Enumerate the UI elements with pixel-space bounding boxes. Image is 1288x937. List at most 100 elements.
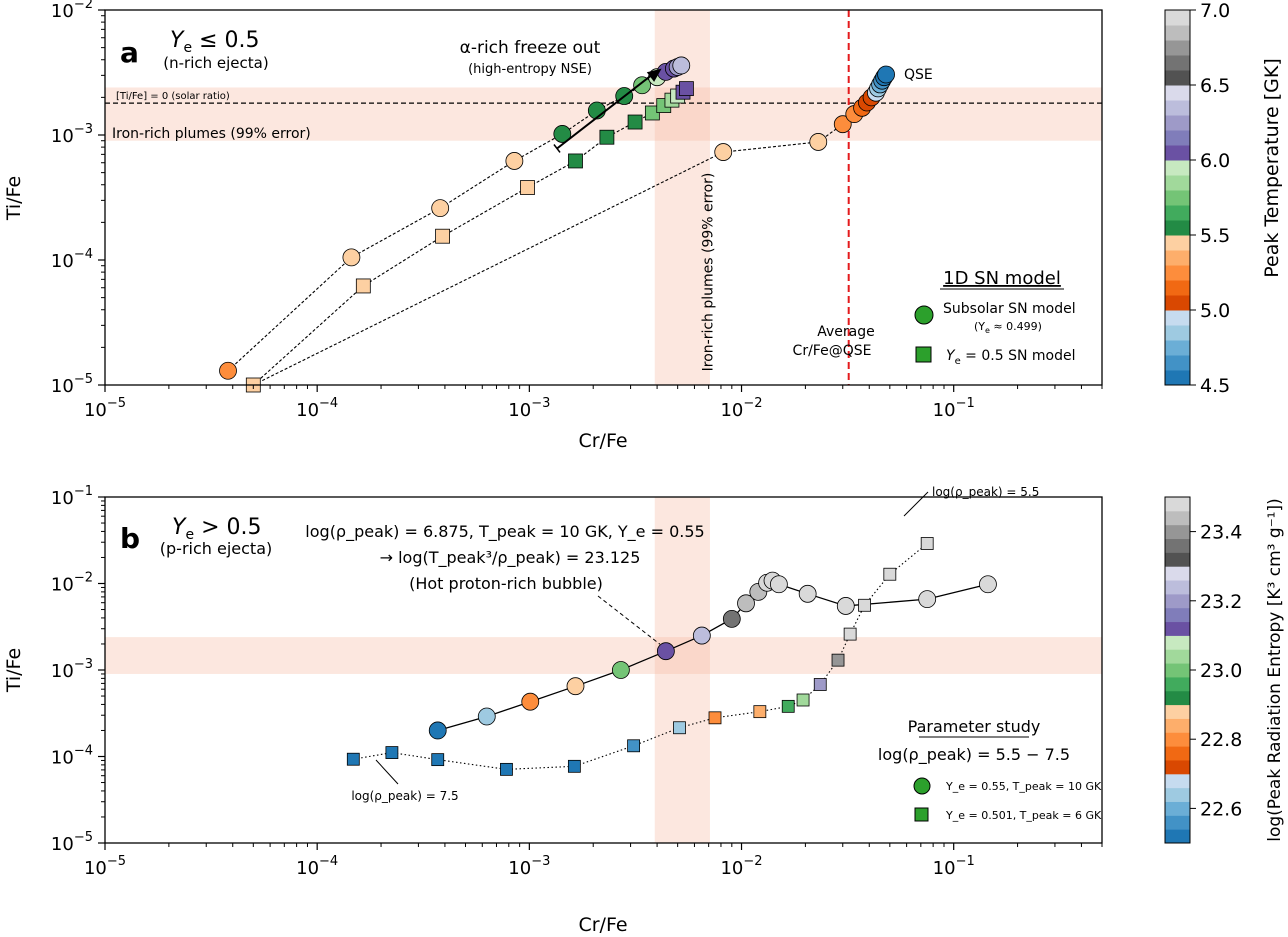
tick-base: 10 [51,376,74,397]
panel-b-colorbar-label: log(Peak Radiation Entropy [K³ cm³ g⁻¹]) [1265,498,1285,842]
colorbar-swatch [1165,340,1190,356]
tick-exp: −2 [74,571,93,586]
data-point-circle [656,642,675,661]
colorbar-swatch [1165,593,1190,609]
tick-exp: −2 [743,854,762,869]
y-tick-label: 10−3 [51,657,93,682]
panel-a-colorbar: 4.5 5.0 5.5 6.0 6.5 7.0 [1164,0,1230,397]
data-point-square [858,598,871,612]
panel-b-annotation-2: → log(T_peak³/ρ_peak) = 23.125 [380,548,641,568]
data-point-square [385,746,399,759]
tick-exp: −5 [74,372,93,387]
colorbar-swatch [1165,787,1190,802]
y-tick-label: 10−5 [51,830,93,855]
panel-b-xlabel: Cr/Fe [578,914,627,936]
data-point-circle [219,361,237,380]
ye-subscript-b: e [185,527,194,543]
data-point-square [708,711,722,725]
panel-a-legend-circle-note: (Ye ≈ 0.499) [974,320,1042,335]
colorbar-swatch [1165,355,1190,371]
colorbar-swatch [1165,718,1190,733]
tick-base: 10 [51,1,74,22]
legend-note-head: (Y [974,320,985,333]
panel-a-frame [104,9,1103,386]
y-tick-label: 10−5 [51,372,93,397]
data-point-circle [611,661,630,679]
tick-exp: −4 [319,854,338,869]
tick-exp: −1 [956,854,975,869]
legend-sq-tail: = 0.5 SN model [961,348,1076,364]
colorbar-swatch [1165,676,1190,692]
tick-base: 10 [51,126,74,147]
colorbar-swatch [1165,145,1190,161]
panel-b-legend-circle [913,777,931,795]
colorbar-swatch [1165,40,1190,56]
tick-base: 10 [51,488,74,509]
data-point-square [644,105,660,121]
y-tick-label: 10−2 [51,0,93,22]
colorbar-swatch [1165,704,1190,719]
legend-sq-sub: e [955,356,961,367]
panel-a-xlabel: Cr/Fe [578,430,627,452]
colorbar-swatch [1165,100,1190,116]
panel-b-label-bottom-leader [375,759,399,785]
data-point-square [679,81,694,97]
colorbar-swatch [1165,85,1190,101]
panel-b-label-top: log(ρ_peak) = 5.5 [932,485,1039,499]
tick-exp: −1 [74,484,93,499]
y-tick-label: 10−4 [51,744,93,769]
data-point-square [796,693,810,707]
colorbar-swatch [1165,773,1190,789]
panel-a-legend-circle-label: Subsolar SN model [943,301,1076,317]
data-point-square [920,537,934,550]
colorbar-swatch [1165,635,1190,650]
tick-exp: −4 [74,247,93,262]
panel-a: [Ti/Fe] = 0 (solar ratio) 10−5 10−4 10−3 10… [3,0,1283,452]
colorbar-swatch [1165,815,1190,830]
data-point-square [431,753,445,767]
panel-a-label: a [120,36,139,69]
tick-base: 10 [508,858,531,879]
data-point-square [568,153,583,169]
colorbar-swatch [1165,70,1190,86]
tick-base: 10 [720,400,743,421]
x-tick-label: 10−2 [720,854,762,879]
data-point-square [627,739,641,753]
y-tick-label: 10−1 [51,484,93,509]
arrow-head [646,68,662,82]
panel-b: 10−5 10−4 10−3 10−2 10−110−510−410−310−210−1… [3,484,1285,936]
data-point-circle [737,594,755,613]
panel-a-freeze-sub: (high-entropy NSE) [468,62,592,77]
data-point-circle [553,125,572,143]
data-point-square [813,678,827,691]
arrow-tail-bar [553,144,561,153]
panel-a-qse-label-1: Average [817,324,875,340]
ye-relation-b: > 0.5 [194,515,261,540]
data-point-circle [769,575,788,594]
data-point-square [500,762,513,776]
x-tick-label: 10−4 [296,396,338,421]
tick-base: 10 [84,858,107,879]
tick-exp: −5 [74,830,93,845]
legend-note-sub: e [985,326,990,335]
panel-a-ticks: 10−5 10−4 10−3 10−2 10−110−510−410−310−2 [51,0,1103,421]
data-point-square [831,653,845,667]
data-point-circle [633,76,652,95]
tick-exp: −2 [74,0,93,12]
panel-b-annotation-3: (Hot proton-rich bubble) [409,574,603,593]
series-line [253,151,724,386]
colorbar-swatch [1165,690,1190,706]
colorbar-swatch [1165,220,1190,236]
data-point-circle [836,597,855,615]
tick-exp: −3 [531,396,550,411]
colorbar-tick-label: 23.0 [1200,660,1242,682]
colorbar-swatch [1165,235,1190,251]
ye-symbol: Y [170,28,185,53]
data-point-circle [428,721,447,740]
panel-a-markers [219,56,895,393]
x-tick-label: 10−5 [84,396,126,421]
colorbar-swatch [1165,10,1190,26]
colorbar-swatch [1165,160,1190,176]
colorbar-swatch [1165,746,1190,761]
data-point-square [599,129,615,145]
